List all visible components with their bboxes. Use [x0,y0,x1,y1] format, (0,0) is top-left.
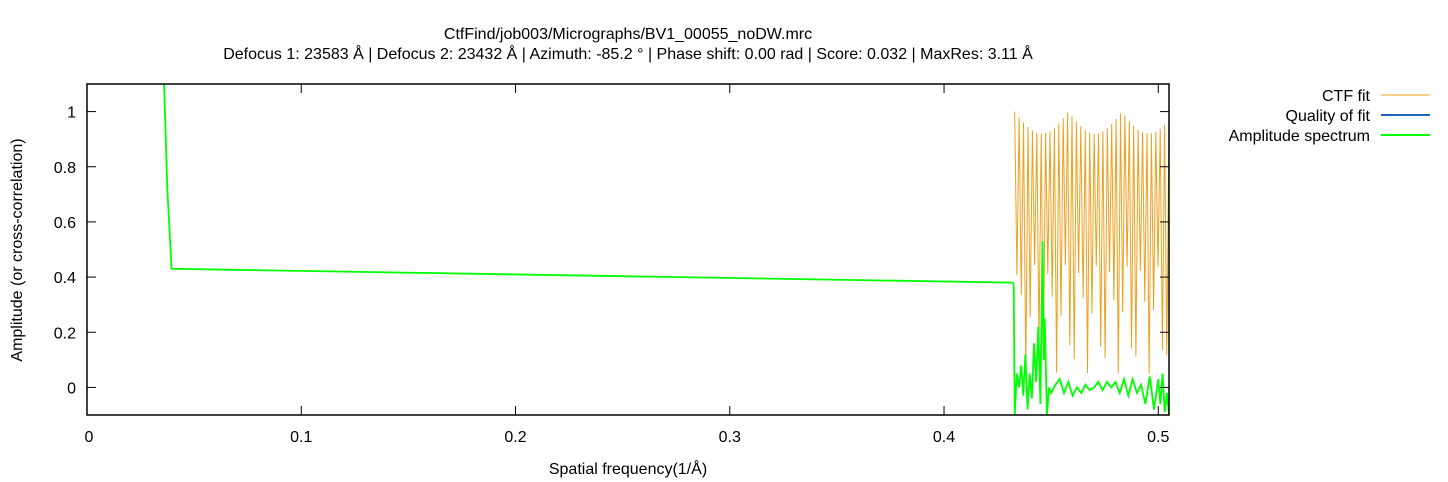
y-axis-label: Amplitude (or cross-correlation) [9,138,26,361]
x-tick-label: 0.3 [719,429,741,446]
legend-label-amplitude-spectrum: Amplitude spectrum [1229,128,1370,145]
y-tick-label: 0.2 [54,325,76,342]
legend: CTF fit Quality of fit Amplitude spectru… [1229,88,1430,145]
series-amplitude-spectrum-line [163,84,1169,415]
y-tick-label: 0.6 [54,215,76,232]
x-tick-label: 0 [85,429,94,446]
y-tick-label: 0.8 [54,160,76,177]
x-axis-ticks: 0 0.1 0.2 0.3 0.4 0.5 [85,84,1170,446]
legend-label-quality-of-fit: Quality of fit [1286,108,1371,125]
y-tick-label: 1 [67,105,76,122]
y-tick-label: 0 [67,380,76,397]
plot-area [163,84,1169,415]
x-axis-label: Spatial frequency(1/Å) [549,459,707,478]
chart-subtitle: Defocus 1: 23583 Å | Defocus 2: 23432 Å … [223,44,1033,63]
chart-title: CtfFind/job003/Micrographs/BV1_00055_noD… [444,26,812,43]
legend-label-ctf-fit: CTF fit [1322,88,1371,105]
x-tick-label: 0.1 [290,429,312,446]
x-tick-label: 0.5 [1147,429,1169,446]
x-tick-label: 0.4 [933,429,955,446]
series-ctf-fit-line [1014,111,1169,374]
y-tick-label: 0.4 [54,270,76,287]
plot-frame [86,83,1170,416]
y-axis-ticks: 0 0.2 0.4 0.6 0.8 1 [54,105,1169,397]
x-tick-label: 0.2 [504,429,526,446]
